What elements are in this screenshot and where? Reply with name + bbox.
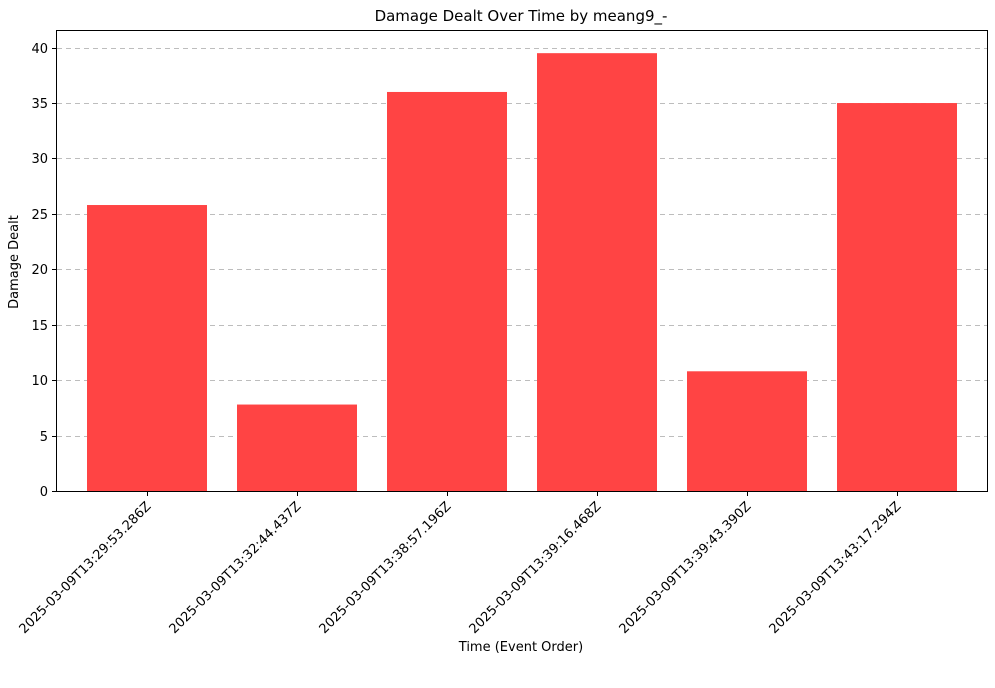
x-tick-label: 2025-03-09T13:32:44.437Z: [167, 499, 305, 637]
bar-6: [837, 103, 957, 492]
x-tick-label: 2025-03-09T13:43:17.294Z: [767, 499, 905, 637]
y-tick-label: 40: [31, 42, 48, 57]
x-tick-label: 2025-03-09T13:39:16.468Z: [467, 499, 605, 637]
y-tick-label: 15: [31, 319, 48, 334]
bar-1: [87, 205, 207, 491]
x-tick-label: 2025-03-09T13:29:53.286Z: [17, 499, 155, 637]
x-axis-ticks: 2025-03-09T13:29:53.286Z 2025-03-09T13:32…: [17, 491, 905, 637]
bar-4: [537, 53, 657, 492]
bar-2: [237, 404, 357, 491]
bar-3: [387, 91, 507, 491]
y-axis-ticks: 0 5 10 15 20 25 30 35 40: [31, 42, 57, 500]
y-tick-label: 30: [31, 152, 48, 167]
y-tick-label: 10: [31, 374, 48, 389]
x-axis-label: Time (Event Order): [458, 640, 583, 655]
y-tick-label: 0: [40, 485, 48, 500]
bar-5: [687, 371, 807, 491]
x-tick-label: 2025-03-09T13:38:57.196Z: [317, 499, 455, 637]
y-tick-label: 20: [31, 263, 48, 278]
chart-title: Damage Dealt Over Time by meang9_-: [375, 7, 668, 26]
y-tick-label: 5: [40, 430, 48, 445]
y-tick-label: 35: [31, 97, 48, 112]
y-tick-label: 25: [31, 208, 48, 223]
plot-frame: [56, 30, 988, 492]
grid-lines: [57, 48, 987, 437]
y-axis-label: Damage Dealt: [7, 215, 22, 309]
x-tick-label: 2025-03-09T13:39:43.390Z: [617, 499, 755, 637]
bars: [87, 53, 957, 492]
